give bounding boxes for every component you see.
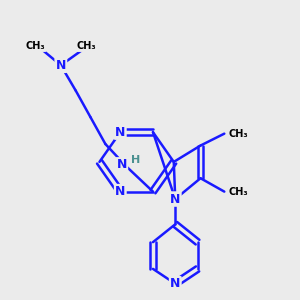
Text: CH₃: CH₃ bbox=[26, 41, 45, 51]
Text: CH₃: CH₃ bbox=[229, 129, 248, 139]
Text: N: N bbox=[115, 126, 125, 139]
Text: N: N bbox=[115, 185, 125, 198]
Text: N: N bbox=[56, 59, 66, 72]
Text: N: N bbox=[117, 158, 127, 171]
Text: N: N bbox=[170, 193, 181, 206]
Text: CH₃: CH₃ bbox=[76, 41, 96, 51]
Text: H: H bbox=[131, 155, 140, 165]
Text: CH₃: CH₃ bbox=[229, 187, 248, 196]
Text: N: N bbox=[170, 277, 181, 290]
